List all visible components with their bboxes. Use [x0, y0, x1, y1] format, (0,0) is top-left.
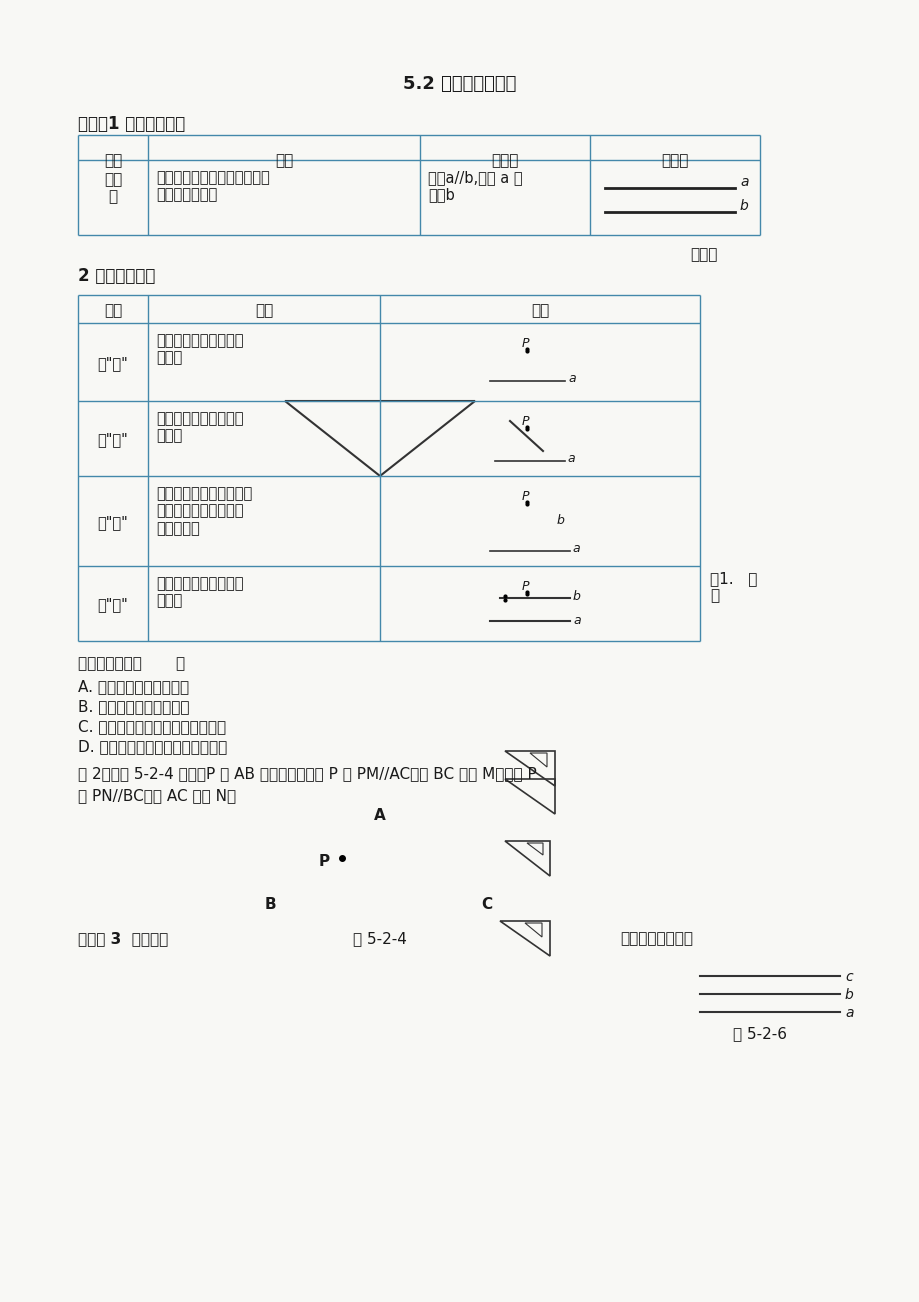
Text: P: P: [521, 415, 528, 428]
Text: 知识点1 平行线的定义: 知识点1 平行线的定义: [78, 115, 185, 133]
Text: 一"落": 一"落": [97, 355, 129, 371]
Text: b: b: [573, 591, 580, 604]
Text: 沿三角尺过已知点的边
画直线: 沿三角尺过已知点的边 画直线: [156, 575, 244, 608]
Text: 图 5-2-6: 图 5-2-6: [732, 1026, 786, 1042]
Text: 示意图: 示意图: [661, 154, 688, 168]
Text: 2 平行线的画法: 2 平行线的画法: [78, 267, 155, 285]
Text: P: P: [521, 337, 528, 350]
Text: 四"画": 四"画": [97, 598, 129, 612]
Text: 图示: 图示: [530, 303, 549, 318]
Text: D. 若两条线段不相交，则它们平行: D. 若两条线段不相交，则它们平行: [78, 740, 227, 754]
Text: 基本事实及其推论: 基本事实及其推论: [619, 931, 692, 947]
Text: b: b: [844, 988, 853, 1003]
Text: 把三角尺一边落在已知
直线上: 把三角尺一边落在已知 直线上: [156, 333, 244, 366]
Text: P: P: [521, 490, 528, 503]
Text: 用直尺紧靠三角尺的另
一边。: 用直尺紧靠三角尺的另 一边。: [156, 411, 244, 444]
Text: 例1.   下
列: 例1. 下 列: [709, 572, 756, 603]
Text: 内容: 内容: [255, 303, 273, 318]
Text: A: A: [374, 809, 385, 823]
Text: B. 两条射线不平行则相交: B. 两条射线不平行则相交: [78, 699, 189, 713]
Text: a: a: [739, 174, 748, 189]
Text: 三"推": 三"推": [97, 516, 129, 530]
Text: A. 两条直线不相交则平行: A. 两条直线不相交则平行: [78, 680, 189, 694]
Text: 定义: 定义: [275, 154, 293, 168]
Text: 沿直尺推动三角尺，使三
角尺与已知直线重合的
边过已知点: 沿直尺推动三角尺，使三 角尺与已知直线重合的 边过已知点: [156, 486, 252, 536]
Text: a: a: [566, 453, 574, 466]
Text: P: P: [318, 854, 329, 868]
Text: a: a: [572, 543, 579, 556]
Text: B: B: [264, 897, 276, 911]
Text: 表示法: 表示法: [491, 154, 518, 168]
Text: 名称: 名称: [104, 154, 122, 168]
Text: P: P: [521, 579, 528, 592]
Text: C: C: [481, 897, 492, 911]
Text: a: a: [844, 1006, 853, 1019]
Text: b: b: [739, 199, 748, 214]
Text: 画 PN//BC，交 AC 于点 N。: 画 PN//BC，交 AC 于点 N。: [78, 788, 236, 803]
Text: 二"靠": 二"靠": [97, 432, 129, 447]
Text: 知识点 3  平行线的: 知识点 3 平行线的: [78, 931, 168, 947]
Text: 图 5-2-4: 图 5-2-4: [353, 931, 406, 947]
Text: a: a: [573, 613, 580, 626]
Text: a: a: [567, 372, 575, 385]
Text: c: c: [844, 970, 852, 984]
Text: b: b: [556, 514, 564, 527]
Text: 在同一平面内，不相交的两条
直线叫做平行线: 在同一平面内，不相交的两条 直线叫做平行线: [156, 171, 269, 202]
Text: 5.2 平行线及其判定: 5.2 平行线及其判定: [403, 76, 516, 92]
Text: 知识点: 知识点: [689, 247, 717, 262]
Text: 平行
线: 平行 线: [104, 172, 122, 204]
Text: 记作a//b,读作 a 平
行于b: 记作a//b,读作 a 平 行于b: [427, 171, 522, 202]
Text: 例 2，如图 5-2-4 所示，P 是 AB 上一点，试过点 P 画 PM//AC，交 BC 于点 M，过点 P: 例 2，如图 5-2-4 所示，P 是 AB 上一点，试过点 P 画 PM//A…: [78, 766, 536, 781]
Text: 说法正确的是（       ）: 说法正确的是（ ）: [78, 656, 185, 671]
Text: C. 若两条线段平行，则它们不相交: C. 若两条线段平行，则它们不相交: [78, 719, 226, 734]
Text: 步骤: 步骤: [104, 303, 122, 318]
